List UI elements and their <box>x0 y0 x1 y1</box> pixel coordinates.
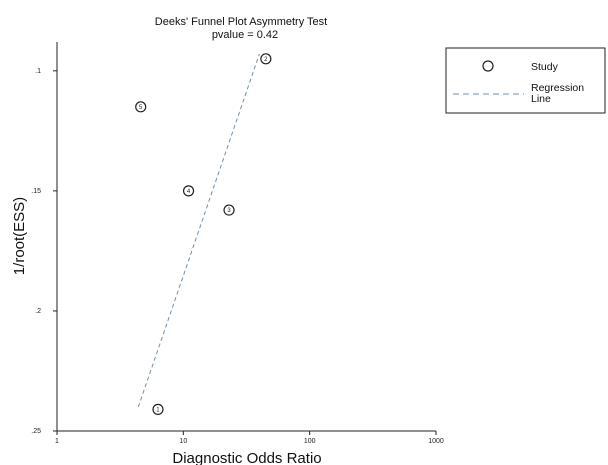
chart-subtitle: pvalue = 0.42 <box>212 29 278 41</box>
study-point: 2 <box>260 53 272 65</box>
study-point-label: 4 <box>187 189 191 195</box>
y-tick-label: .15 <box>31 188 41 195</box>
study-point: 4 <box>182 185 195 197</box>
x-axis-label: Diagnostic Odds Ratio <box>172 450 321 465</box>
study-point-label: 1 <box>156 407 160 413</box>
x-tick-label: 100 <box>304 438 316 445</box>
x-tick-label: 1000 <box>428 438 444 445</box>
legend-box <box>445 47 606 114</box>
y-tick-label: .1 <box>35 68 41 75</box>
study-point-marker <box>182 185 195 197</box>
study-point-marker <box>223 204 235 216</box>
y-ticks: .1 .15 .2 .25 <box>31 68 57 435</box>
legend-label-study: Study <box>531 61 559 73</box>
study-point: 3 <box>223 204 235 216</box>
x-ticks: 1 10 100 1000 <box>55 431 444 445</box>
y-axis-label: 1/root(ESS) <box>11 197 28 275</box>
chart-title: Deeks' Funnel Plot Asymmetry Test <box>155 16 327 28</box>
study-point-label: 5 <box>139 105 143 111</box>
legend-label-regression: Regression <box>531 82 584 94</box>
study-point-marker <box>152 403 164 415</box>
study-point-label: 3 <box>227 208 231 214</box>
regression-line <box>137 53 260 408</box>
study-point-marker <box>135 101 147 113</box>
legend: Study Regression Line <box>445 47 606 114</box>
study-point-label: 2 <box>264 57 268 63</box>
study-point: 1 <box>152 403 164 415</box>
y-tick-label: .25 <box>31 428 41 435</box>
legend-label-line: Line <box>531 93 551 105</box>
y-tick-label: .2 <box>35 308 41 315</box>
study-point-marker <box>260 53 272 65</box>
study-point: 5 <box>135 101 147 113</box>
study-points: 1 2 3 4 5 <box>135 53 272 415</box>
legend-circle-icon <box>482 60 494 72</box>
x-tick-label: 10 <box>179 438 187 445</box>
x-tick-label: 1 <box>55 438 59 445</box>
